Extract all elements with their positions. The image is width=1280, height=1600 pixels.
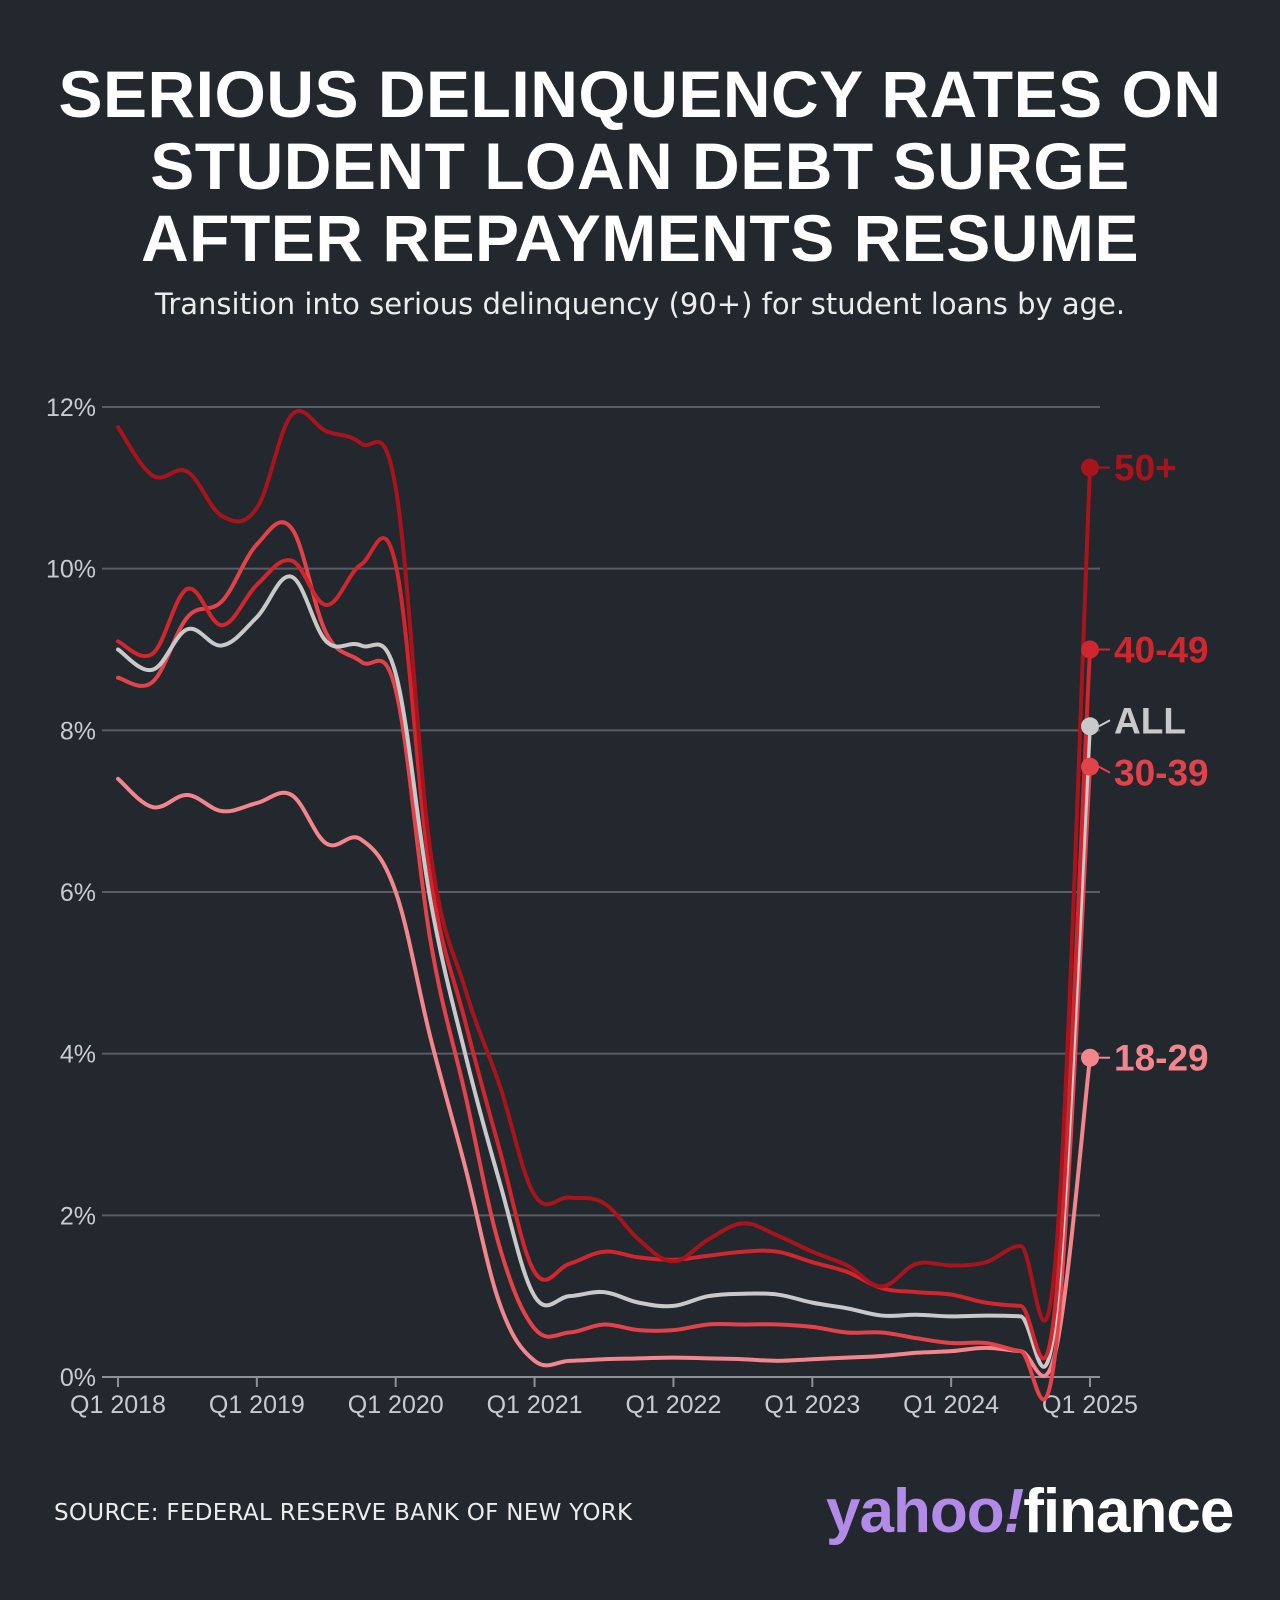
x-tick-label: Q1 2019 bbox=[209, 1391, 305, 1419]
x-tick-label: Q1 2021 bbox=[487, 1391, 583, 1419]
grid-lines bbox=[102, 406, 1100, 1378]
y-tick-label: 6% bbox=[60, 879, 96, 907]
y-axis-ticks: 0% 2% 4% 6% 8% 10% 12% bbox=[46, 394, 96, 1392]
y-tick-label: 10% bbox=[46, 556, 96, 584]
y-tick-label: 12% bbox=[46, 394, 96, 422]
source-note: SOURCE: FEDERAL RESERVE BANK OF NEW YORK bbox=[54, 1500, 633, 1526]
series-lines bbox=[116, 409, 1092, 1402]
series-line-18-29 bbox=[116, 776, 1092, 1379]
series-end-dot bbox=[1081, 757, 1099, 776]
y-tick-label: 8% bbox=[60, 717, 96, 745]
series-label: 30-39 bbox=[1114, 753, 1209, 794]
x-tick-label: Q1 2023 bbox=[764, 1391, 860, 1419]
chart-subtitle: Transition into serious delinquency (90+… bbox=[154, 287, 1126, 321]
series-end-dot bbox=[1081, 458, 1099, 477]
y-tick-label: 4% bbox=[60, 1041, 96, 1069]
x-tick-label: Q1 2025 bbox=[1042, 1391, 1138, 1419]
x-tick-label: Q1 2024 bbox=[903, 1391, 999, 1419]
y-tick-label: 2% bbox=[60, 1202, 96, 1230]
series-end-labels: 18-29 30-39 ALL 40-49 50+ bbox=[1081, 448, 1209, 1079]
series-end-dot bbox=[1081, 1048, 1099, 1067]
series-label: 18-29 bbox=[1114, 1038, 1209, 1079]
series-line-30-39 bbox=[116, 520, 1092, 1402]
line-chart: 0%2%4%6%8%10%12% Q1 2018 Q1 2019 Q1 2020 Q1… bbox=[46, 394, 1209, 1419]
series-line-all bbox=[116, 574, 1092, 1369]
x-tick-label: Q1 2020 bbox=[348, 1391, 444, 1419]
series-end-dot bbox=[1081, 640, 1099, 659]
series-line-50+ bbox=[116, 409, 1092, 1323]
y-tick-label: 0% bbox=[60, 1364, 96, 1392]
x-tick-label: Q1 2018 bbox=[70, 1391, 166, 1419]
x-tick-label: Q1 2022 bbox=[625, 1391, 721, 1419]
label-leader bbox=[1098, 765, 1111, 774]
chart-title: SERIOUS DELINQUENCY RATES ON STUDENT LOA… bbox=[58, 57, 1222, 275]
yahoo-finance-logo: yahoo!finance bbox=[826, 1477, 1234, 1546]
label-leader bbox=[1098, 719, 1111, 728]
series-end-dot bbox=[1081, 717, 1099, 736]
x-axis-ticks: Q1 2018 Q1 2019 Q1 2020 Q1 2021 Q1 2022 Q1 20… bbox=[70, 1377, 1138, 1419]
series-label: ALL bbox=[1114, 700, 1186, 741]
series-label: 40-49 bbox=[1114, 630, 1209, 671]
series-label: 50+ bbox=[1114, 448, 1177, 489]
series-line-40-49 bbox=[116, 536, 1092, 1361]
